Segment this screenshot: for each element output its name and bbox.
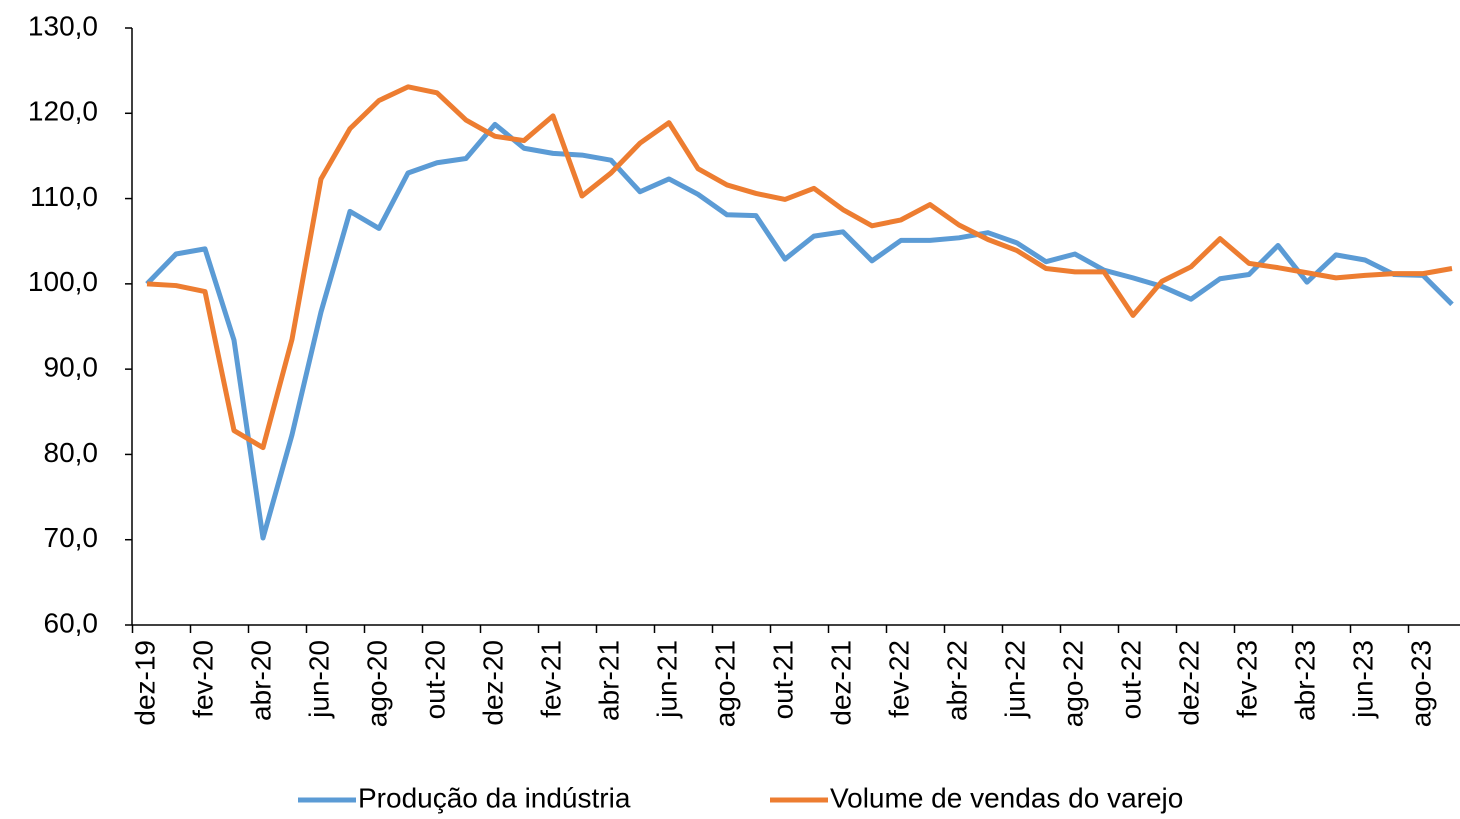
y-tick-label: 90,0	[44, 352, 99, 383]
y-tick-label: 130,0	[28, 10, 98, 41]
x-tick-label: dez-20	[477, 640, 508, 726]
legend-label: Produção da indústria	[358, 782, 631, 813]
x-tick-label: fev-23	[1231, 640, 1262, 718]
y-tick-label: 110,0	[30, 181, 98, 212]
x-tick-label: dez-21	[825, 640, 856, 726]
x-tick-label: jun-20	[303, 640, 334, 719]
series-line	[145, 121, 1454, 541]
x-tick-label: abr-22	[941, 640, 972, 721]
x-tick-label: fev-22	[883, 640, 914, 718]
x-tick-label: dez-19	[129, 640, 160, 726]
y-tick-label: 120,0	[28, 96, 98, 127]
y-tick-label: 80,0	[44, 437, 99, 468]
x-tick-label: out-21	[767, 640, 798, 719]
x-tick-label: jun-23	[1347, 640, 1378, 719]
x-tick-label: abr-21	[593, 640, 624, 721]
x-tick-label: jun-22	[999, 640, 1030, 719]
x-tick-label: out-20	[419, 640, 450, 719]
x-tick-label: ago-21	[709, 640, 740, 727]
x-tick-label: ago-22	[1057, 640, 1088, 727]
y-tick-label: 60,0	[44, 607, 99, 638]
y-tick-label: 100,0	[28, 266, 98, 297]
x-tick-label: ago-23	[1405, 640, 1436, 727]
x-tick-label: ago-20	[361, 640, 392, 727]
x-tick-label: fev-21	[535, 640, 566, 718]
x-tick-label: fev-20	[187, 640, 218, 718]
x-tick-label: dez-22	[1173, 640, 1204, 726]
x-tick-label: abr-23	[1289, 640, 1320, 721]
x-tick-label: jun-21	[651, 640, 682, 719]
x-tick-label: abr-20	[245, 640, 276, 721]
y-tick-label: 70,0	[44, 522, 99, 553]
series-line	[146, 84, 1453, 451]
legend-label: Volume de vendas do varejo	[830, 782, 1183, 813]
x-tick-label: out-22	[1115, 640, 1146, 719]
